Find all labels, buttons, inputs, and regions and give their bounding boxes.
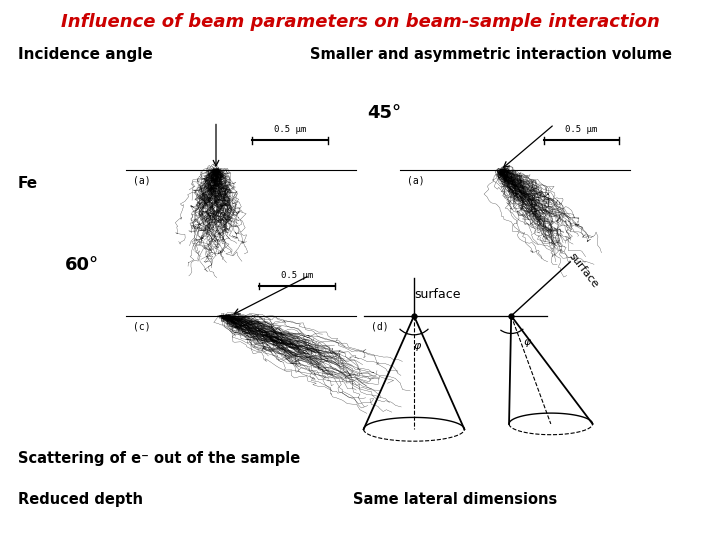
Text: Fe: Fe [18,176,38,191]
Text: (a): (a) [133,176,150,186]
Text: 60°: 60° [65,255,99,274]
Text: φ: φ [523,337,531,347]
Text: 0.5 μm: 0.5 μm [565,125,598,134]
Text: (d): (d) [371,321,388,332]
Text: Incidence angle: Incidence angle [18,46,153,62]
Text: Smaller and asymmetric interaction volume: Smaller and asymmetric interaction volum… [310,46,672,62]
Text: 0.5 μm: 0.5 μm [274,125,306,134]
Text: Reduced depth: Reduced depth [18,492,143,507]
Text: 0.5 μm: 0.5 μm [281,271,313,280]
Text: φ: φ [414,341,421,350]
Text: Scattering of e⁻ out of the sample: Scattering of e⁻ out of the sample [18,451,300,467]
Text: Influence of beam parameters on beam-sample interaction: Influence of beam parameters on beam-sam… [60,12,660,31]
Text: surface: surface [414,288,461,301]
Text: (c): (c) [133,321,150,332]
Text: Same lateral dimensions: Same lateral dimensions [353,492,557,507]
Text: 45°: 45° [367,104,401,123]
Text: (a): (a) [407,176,424,186]
Text: surface: surface [567,251,600,289]
